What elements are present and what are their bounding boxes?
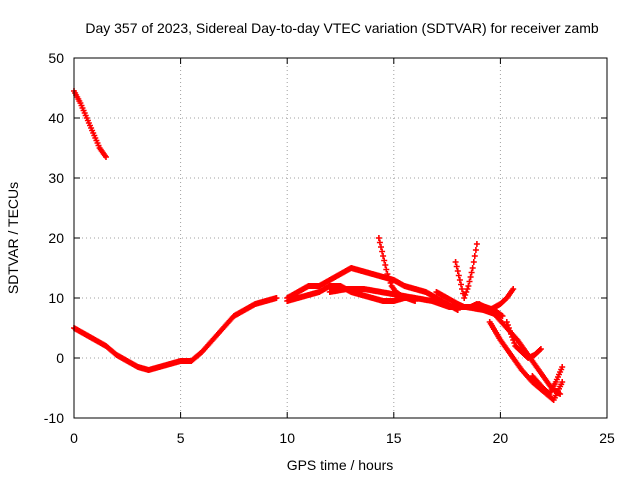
series-tail — [529, 364, 566, 397]
y-axis-label: SDTVAR / TECUs — [5, 182, 21, 294]
x-tick-label: 0 — [70, 430, 78, 446]
y-tick-label: 0 — [56, 350, 64, 366]
series-spike-20 — [503, 319, 544, 361]
y-tick-label: 50 — [48, 50, 64, 66]
grid — [74, 58, 607, 418]
tick-labels: 0 5 10 15 20 25 -10 0 10 20 30 40 50 — [44, 50, 615, 446]
y-tick-label: 30 — [48, 170, 64, 186]
series-main-low — [71, 295, 280, 373]
x-tick-label: 10 — [279, 430, 295, 446]
series-late-a — [476, 286, 517, 313]
series-early-high — [71, 88, 109, 160]
series-spike-18 — [452, 241, 480, 301]
x-tick-label: 20 — [493, 430, 509, 446]
ticks — [73, 57, 608, 419]
chart-title: Day 357 of 2023, Sidereal Day-to-day VTE… — [85, 20, 598, 36]
series-marks — [503, 319, 544, 361]
plot-points — [71, 88, 566, 403]
series-marks — [476, 286, 517, 313]
y-tick-label: -10 — [44, 410, 64, 426]
plot-frame — [73, 57, 608, 419]
x-tick-label: 25 — [599, 430, 615, 446]
series-marks — [452, 241, 480, 301]
x-tick-label: 5 — [177, 430, 185, 446]
x-tick-label: 15 — [386, 430, 402, 446]
series-marks — [71, 295, 280, 373]
x-axis-label: GPS time / hours — [287, 457, 394, 473]
series-marks — [529, 364, 566, 397]
y-tick-label: 40 — [48, 110, 64, 126]
y-tick-label: 20 — [48, 230, 64, 246]
series-marks — [71, 88, 109, 160]
y-tick-label: 10 — [48, 290, 64, 306]
